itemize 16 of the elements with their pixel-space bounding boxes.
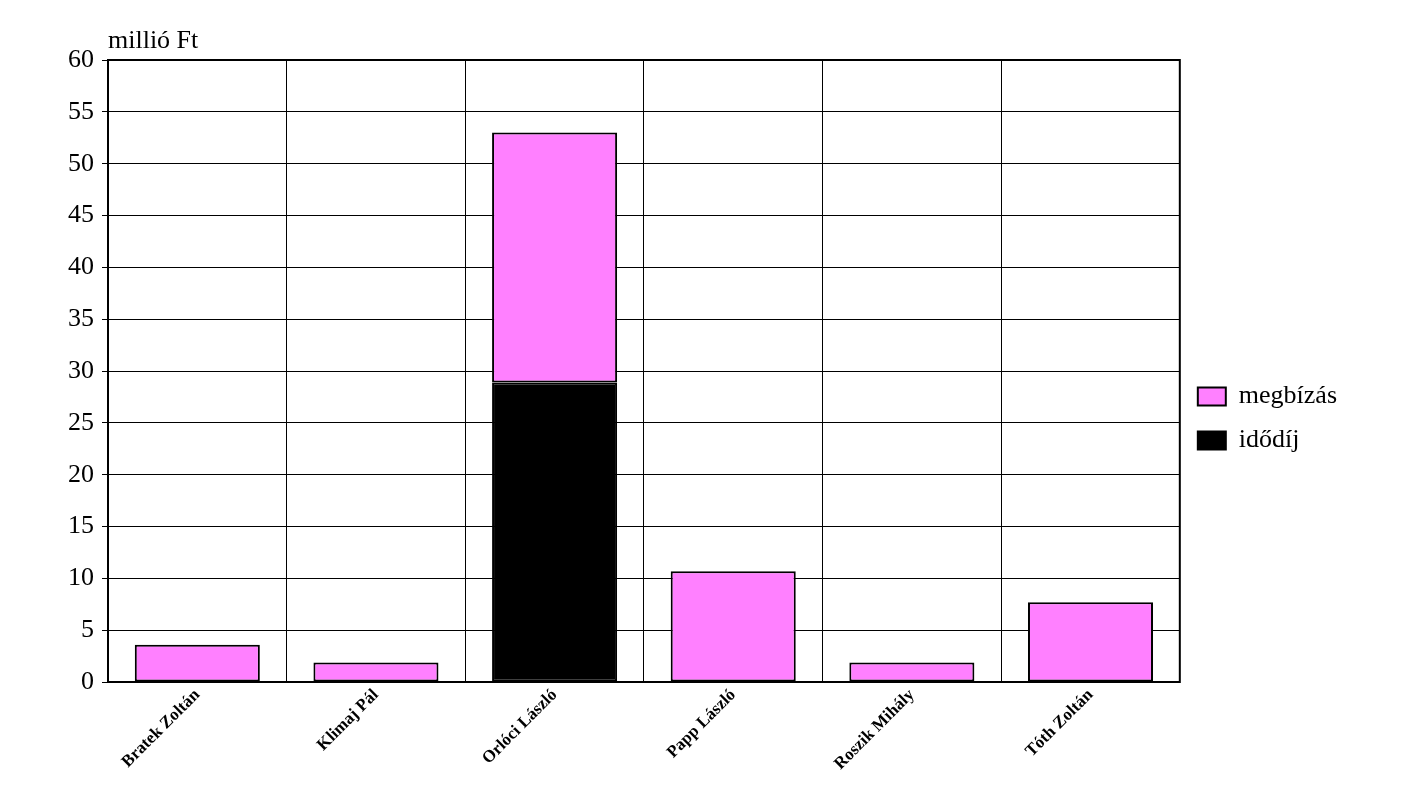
y-tick-label: 5	[81, 614, 94, 644]
legend-label: megbízás	[1238, 380, 1337, 410]
y-tick-label: 40	[68, 251, 94, 281]
y-axis-title: millió Ft	[108, 24, 200, 54]
y-tick-label: 55	[68, 95, 94, 125]
y-tick-label: 30	[68, 354, 94, 384]
legend-label: idődíj	[1238, 424, 1300, 454]
y-tick-label: 15	[68, 510, 94, 540]
y-tick-label: 20	[68, 458, 94, 488]
y-tick-label: 0	[81, 665, 94, 695]
y-tick-label: 50	[68, 147, 94, 177]
y-tick-label: 10	[68, 562, 94, 592]
y-tick-label: 45	[68, 199, 94, 229]
y-tick-label: 60	[68, 43, 94, 73]
y-tick-label: 25	[68, 406, 94, 436]
y-tick-label: 35	[68, 303, 94, 333]
